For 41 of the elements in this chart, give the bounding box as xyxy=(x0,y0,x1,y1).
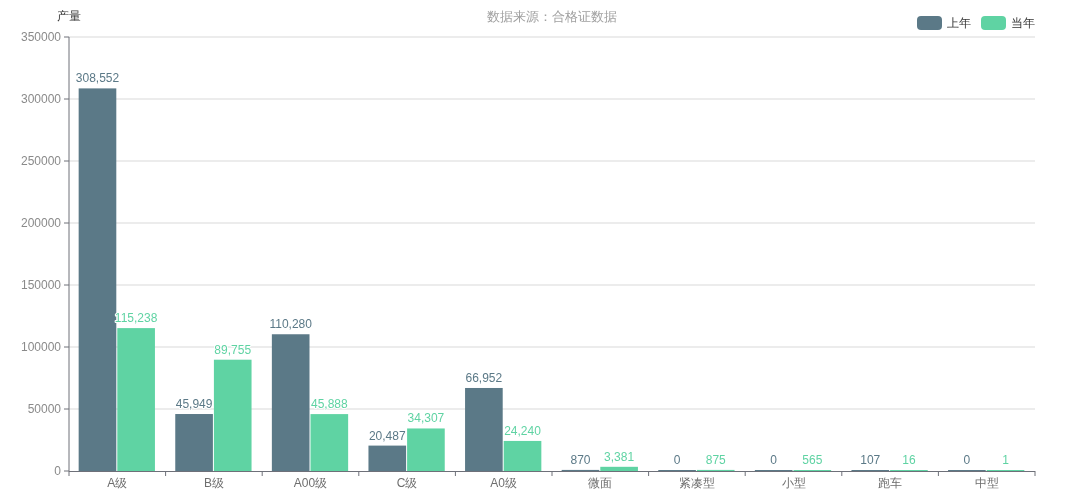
data-label: 0 xyxy=(673,453,681,467)
x-tick-label: 小型 xyxy=(781,476,806,490)
title: 数据来源：合格证数据 xyxy=(487,9,617,24)
legend-label: 上年 xyxy=(947,16,971,30)
data-label: 0 xyxy=(770,453,778,467)
data-label: 45,949 xyxy=(175,397,213,412)
x-tick-label: 微面 xyxy=(588,476,613,490)
data-label: 20,487 xyxy=(368,428,406,443)
y-tick-label: 300000 xyxy=(20,92,62,106)
data-label: 565 xyxy=(802,453,823,467)
data-label: 0 xyxy=(963,453,971,467)
y-tick-label: 350000 xyxy=(20,30,62,44)
data-label: 875 xyxy=(705,452,727,467)
x-tick-label: A0级 xyxy=(490,476,518,490)
ylabel: 产量 xyxy=(57,9,81,23)
x-tick-label: B级 xyxy=(203,476,224,490)
data-label: 870 xyxy=(570,452,591,467)
x-tick-label: A00级 xyxy=(293,476,328,490)
y-tick-label: 150000 xyxy=(20,278,62,292)
data-label: 110,280 xyxy=(269,317,313,332)
data-label: 66,952 xyxy=(465,370,503,385)
y-tick-label: 0 xyxy=(54,464,62,478)
x-tick-label: C级 xyxy=(396,476,418,490)
y-tick-label: 250000 xyxy=(20,154,62,168)
x-tick-label: A级 xyxy=(107,476,128,490)
data-label: 45,888 xyxy=(310,397,348,412)
data-label: 308,552 xyxy=(75,71,120,86)
data-label: 89,755 xyxy=(214,342,252,357)
y-tick-label: 50000 xyxy=(27,402,62,416)
data-label: 16 xyxy=(902,453,916,467)
data-label: 34,307 xyxy=(407,411,445,426)
legend-label: 当年 xyxy=(1011,16,1035,30)
x-tick-label: 中型 xyxy=(974,476,999,490)
y-tick-label: 200000 xyxy=(20,216,62,230)
x-tick-label: 跑车 xyxy=(878,476,903,490)
data-label: 3,381 xyxy=(604,449,635,464)
y-tick-label: 100000 xyxy=(20,340,62,354)
data-label: 107 xyxy=(860,453,881,467)
data-label: 24,240 xyxy=(504,423,542,438)
x-tick-label: 紧凑型 xyxy=(678,476,715,490)
data-label: 1 xyxy=(1002,453,1010,467)
